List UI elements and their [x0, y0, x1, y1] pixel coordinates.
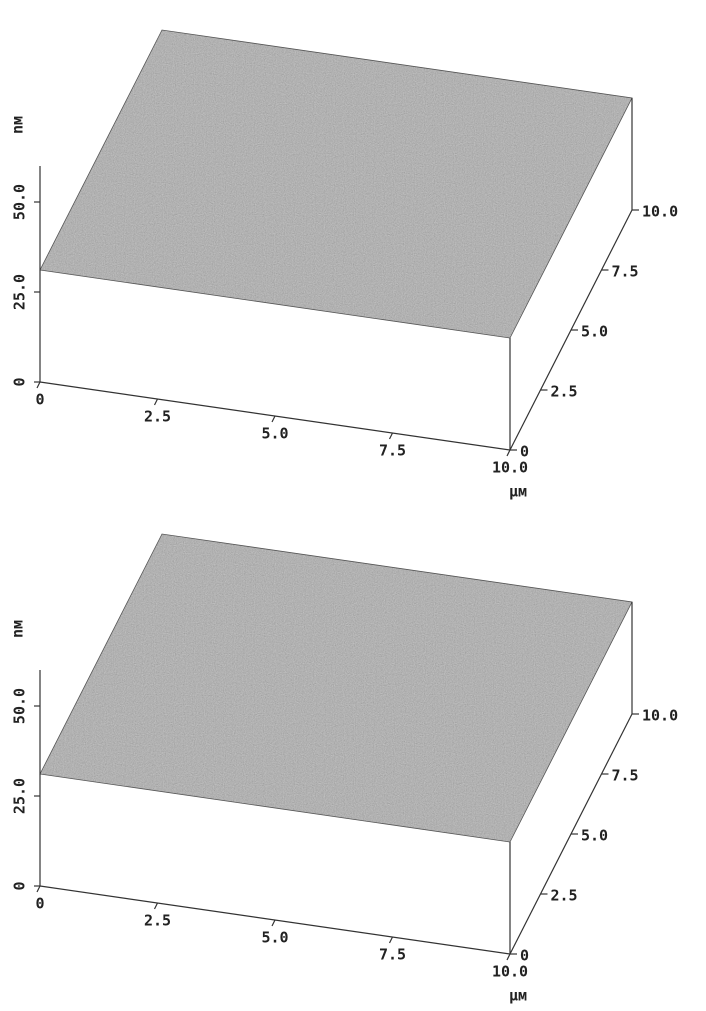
x-tick — [153, 902, 159, 910]
y-tick-label: 5.0 — [581, 827, 608, 845]
y-tick-label: 0 — [520, 443, 529, 461]
x-tick-label: 2.5 — [144, 912, 171, 930]
x-tick — [506, 953, 511, 961]
x-tick-label: 0 — [35, 391, 44, 409]
y-tick-label: 0 — [520, 947, 529, 965]
y-tick-label: 10.0 — [642, 707, 678, 725]
z-tick-label: 0 — [11, 377, 29, 386]
x-tick-label: 5.0 — [261, 929, 288, 947]
z-tick-label: 25.0 — [11, 274, 29, 310]
x-tick — [271, 919, 276, 927]
x-unit: μм — [509, 483, 527, 501]
x-tick-label: 7.5 — [379, 946, 406, 964]
x-tick-label: 2.5 — [144, 408, 171, 426]
x-tick — [36, 381, 41, 389]
x-tick — [388, 432, 394, 440]
x-tick-label: 10.0 — [492, 963, 528, 981]
z-tick-label: 50.0 — [11, 688, 29, 724]
y-tick-label: 7.5 — [612, 767, 639, 785]
x-tick-label: 0 — [35, 895, 44, 913]
front-face — [40, 774, 510, 954]
x-tick — [506, 449, 511, 457]
x-tick — [388, 936, 394, 944]
z-unit: nм — [9, 116, 27, 134]
x-tick — [153, 398, 159, 406]
z-unit: nм — [9, 620, 27, 638]
y-tick-label: 2.5 — [551, 383, 578, 401]
surface-top — [40, 534, 632, 842]
y-tick-label: 7.5 — [612, 263, 639, 281]
z-tick-label: 50.0 — [11, 184, 29, 220]
x-tick-label: 5.0 — [261, 425, 288, 443]
x-tick-label: 7.5 — [379, 442, 406, 460]
x-tick — [36, 885, 41, 893]
x-unit: μм — [509, 987, 527, 1005]
front-face — [40, 270, 510, 450]
z-tick-label: 0 — [11, 881, 29, 890]
y-tick-label: 10.0 — [642, 203, 678, 221]
x-tick-label: 10.0 — [492, 459, 528, 477]
x-tick — [271, 415, 276, 423]
surface-top — [40, 30, 632, 338]
y-tick-label: 5.0 — [581, 323, 608, 341]
y-tick-label: 2.5 — [551, 887, 578, 905]
z-tick-label: 25.0 — [11, 778, 29, 814]
